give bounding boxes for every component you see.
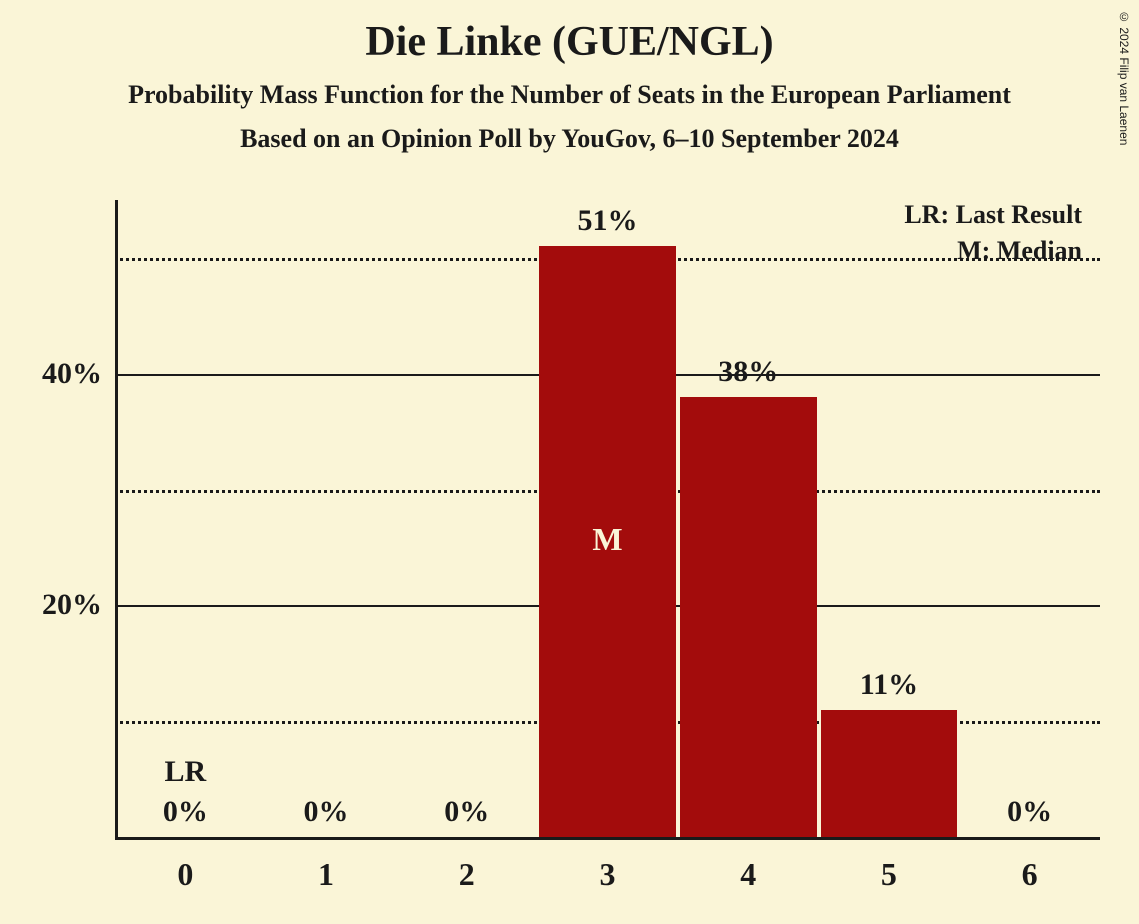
x-tick-label: 1: [256, 856, 397, 893]
y-tick-label: 40%: [42, 357, 102, 391]
x-tick-label: 6: [959, 856, 1100, 893]
copyright-text: © 2024 Filip van Laenen: [1117, 10, 1131, 145]
bar-value-label: 11%: [819, 668, 960, 702]
bar-value-label: 0%: [396, 795, 537, 829]
bar-value-label: 0%: [115, 795, 256, 829]
bar-value-label: 0%: [959, 795, 1100, 829]
bar: [680, 397, 817, 837]
chart-title: Die Linke (GUE/NGL): [0, 18, 1139, 66]
x-tick-label: 0: [115, 856, 256, 893]
chart-subtitle-1: Probability Mass Function for the Number…: [0, 80, 1139, 110]
x-axis: [115, 837, 1100, 840]
bar-value-label: 38%: [678, 355, 819, 389]
bar: [821, 710, 958, 837]
chart-titles: Die Linke (GUE/NGL) Probability Mass Fun…: [0, 0, 1139, 154]
x-tick-label: 4: [678, 856, 819, 893]
bar-value-label: 51%: [537, 204, 678, 238]
median-annotation: M: [537, 521, 678, 558]
chart-subtitle-2: Based on an Opinion Poll by YouGov, 6–10…: [0, 124, 1139, 154]
bars-container: 0%LR0%0%51%M38%11%0%: [115, 200, 1100, 837]
x-tick-label: 5: [819, 856, 960, 893]
x-tick-label: 2: [396, 856, 537, 893]
x-tick-label: 3: [537, 856, 678, 893]
y-tick-label: 20%: [42, 588, 102, 622]
chart-plot-area: 20%40% LR: Last Result M: Median 0%LR0%0…: [115, 200, 1100, 840]
bar-value-label: 0%: [256, 795, 397, 829]
last-result-annotation: LR: [115, 755, 256, 789]
